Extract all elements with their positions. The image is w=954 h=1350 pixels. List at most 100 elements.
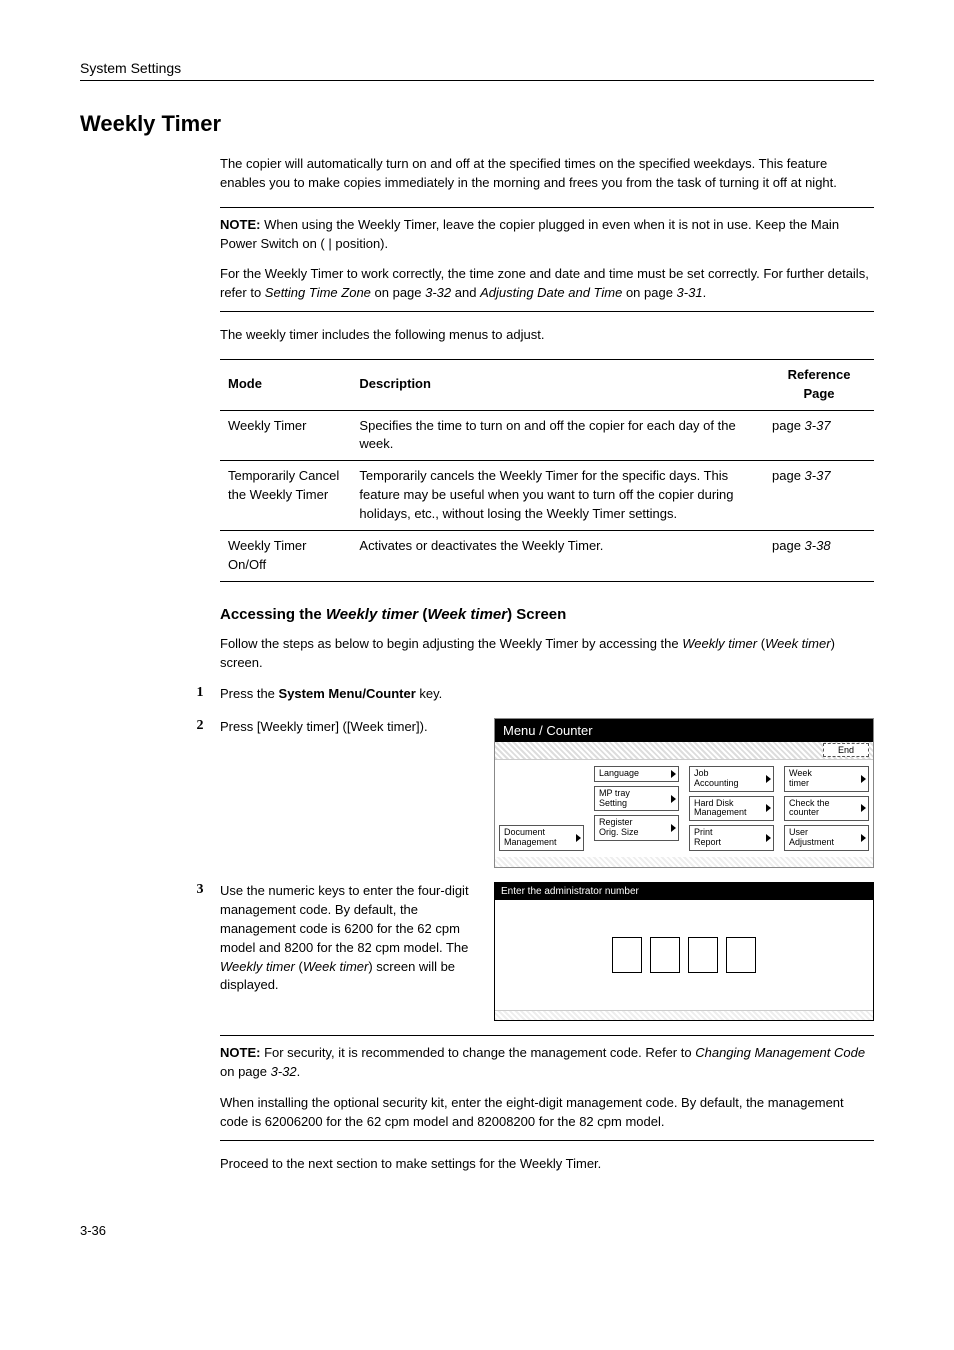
note2-p1i: Changing Management Code: [695, 1045, 865, 1060]
si-i2: Week timer: [765, 636, 831, 651]
sh-a: Accessing the: [220, 606, 326, 623]
ref-a: page: [772, 468, 805, 483]
intro-paragraph: The copier will automatically turn on an…: [220, 155, 874, 193]
si-b: (: [757, 636, 765, 651]
note2-p1a: For security, it is recommended to chang…: [260, 1045, 695, 1060]
section-header: System Settings: [80, 60, 874, 76]
sh-c: ) Screen: [507, 606, 566, 623]
s3-a: Use the numeric keys to enter the four-d…: [220, 883, 469, 955]
table-header-row: Mode Description Reference Page: [220, 359, 874, 410]
ref-a: page: [772, 538, 805, 553]
step-number-2: 2: [180, 718, 220, 734]
note-block-1: NOTE: When using the Weekly Timer, leave…: [220, 207, 874, 312]
sh-i1: Weekly timer: [326, 606, 418, 623]
td-ref: page 3-37: [764, 461, 874, 531]
admin-footer: [495, 1010, 873, 1020]
s1-c: key.: [416, 686, 443, 701]
sh-b: (: [418, 606, 427, 623]
admin-digit-box[interactable]: [726, 937, 756, 973]
note1-p2i1: Setting Time Zone: [265, 285, 371, 300]
td-ref: page 3-38: [764, 530, 874, 581]
admin-digit-box[interactable]: [650, 937, 680, 973]
menu-strip: End: [495, 742, 873, 760]
note1-p2c: and: [451, 285, 480, 300]
admin-body: [495, 900, 873, 1010]
settings-table: Mode Description Reference Page Weekly T…: [220, 359, 874, 582]
admin-panel-title: Enter the administrator number: [495, 883, 873, 900]
note2-p1: NOTE: For security, it is recommended to…: [220, 1044, 874, 1082]
menu-btn-user-adjustment[interactable]: UserAdjustment: [784, 825, 869, 851]
menu-btn-mp-tray[interactable]: MP traySetting: [594, 786, 679, 812]
note1-p2b: on page: [371, 285, 425, 300]
table-row: Weekly Timer On/Off Activates or deactiv…: [220, 530, 874, 581]
step-text-3: Use the numeric keys to enter the four-d…: [220, 882, 494, 995]
outro-paragraph: Proceed to the next section to make sett…: [220, 1155, 874, 1174]
page-number: 3-36: [80, 1223, 874, 1238]
sub-intro: Follow the steps as below to begin adjus…: [220, 635, 874, 673]
s3-b: (: [295, 959, 303, 974]
s1-b: System Menu/Counter: [279, 686, 416, 701]
ref-b: 3-37: [805, 418, 831, 433]
admin-number-panel: Enter the administrator number: [494, 882, 874, 1021]
ref-b: 3-38: [805, 538, 831, 553]
si-i1: Weekly timer: [682, 636, 757, 651]
header-rule: [80, 80, 874, 81]
td-desc: Temporarily cancels the Weekly Timer for…: [351, 461, 764, 531]
sub-heading: Accessing the Weekly timer (Week timer) …: [220, 604, 874, 626]
note2-p2: When installing the optional security ki…: [220, 1094, 874, 1132]
table-row: Temporarily Cancel the Weekly Timer Temp…: [220, 461, 874, 531]
menu-btn-language[interactable]: Language: [594, 766, 679, 782]
si-a: Follow the steps as below to begin adjus…: [220, 636, 682, 651]
admin-digit-box[interactable]: [688, 937, 718, 973]
th-mode: Mode: [220, 359, 351, 410]
table-intro: The weekly timer includes the following …: [220, 326, 874, 345]
th-ref: Reference Page: [764, 359, 874, 410]
ref-b: 3-37: [805, 468, 831, 483]
menu-btn-print-report[interactable]: PrintReport: [689, 825, 774, 851]
menu-btn-register-orig-size[interactable]: RegisterOrig. Size: [594, 815, 679, 841]
admin-digit-box[interactable]: [612, 937, 642, 973]
td-desc: Activates or deactivates the Weekly Time…: [351, 530, 764, 581]
menu-btn-check-counter[interactable]: Check thecounter: [784, 796, 869, 822]
note1-p2: For the Weekly Timer to work correctly, …: [220, 265, 874, 303]
note1-p2i4: 3-31: [677, 285, 703, 300]
s1-a: Press the: [220, 686, 279, 701]
note1-p2i2: 3-32: [425, 285, 451, 300]
menu-btn-job-accounting[interactable]: JobAccounting: [689, 766, 774, 792]
note1-p2d: on page: [622, 285, 676, 300]
note1-p2i3: Adjusting Date and Time: [480, 285, 622, 300]
menu-btn-week-timer[interactable]: Weektimer: [784, 766, 869, 792]
menu-btn-document-management[interactable]: DocumentManagement: [499, 825, 584, 851]
menu-counter-panel: Menu / Counter End DocumentManagement La…: [494, 718, 874, 868]
td-mode: Temporarily Cancel the Weekly Timer: [220, 461, 351, 531]
td-mode: Weekly Timer On/Off: [220, 530, 351, 581]
note1-p1: NOTE: When using the Weekly Timer, leave…: [220, 216, 874, 254]
step-number-3: 3: [180, 882, 220, 898]
menu-btn-hard-disk[interactable]: Hard DiskManagement: [689, 796, 774, 822]
note2-p1i2: 3-32: [271, 1064, 297, 1079]
menu-body: DocumentManagement Language MP traySetti…: [495, 760, 873, 857]
th-desc: Description: [351, 359, 764, 410]
note2-label: NOTE:: [220, 1045, 260, 1060]
step-number-1: 1: [180, 685, 220, 701]
td-ref: page 3-37: [764, 410, 874, 461]
ref-a: page: [772, 418, 805, 433]
s3-i1: Weekly timer: [220, 959, 295, 974]
note2-p1c: .: [297, 1064, 301, 1079]
table-row: Weekly Timer Specifies the time to turn …: [220, 410, 874, 461]
menu-footer: [495, 857, 873, 867]
sh-i2: Week timer: [427, 606, 507, 623]
step-text-1: Press the System Menu/Counter key.: [220, 685, 874, 704]
note-block-2: NOTE: For security, it is recommended to…: [220, 1035, 874, 1140]
td-mode: Weekly Timer: [220, 410, 351, 461]
menu-panel-title: Menu / Counter: [495, 719, 873, 742]
note2-p1b: on page: [220, 1064, 271, 1079]
step-text-2: Press [Weekly timer] ([Week timer]).: [220, 718, 494, 737]
note1-text: When using the Weekly Timer, leave the c…: [220, 217, 839, 251]
s3-i2: Week timer: [303, 959, 369, 974]
page-title: Weekly Timer: [80, 111, 874, 137]
td-desc: Specifies the time to turn on and off th…: [351, 410, 764, 461]
note-label: NOTE:: [220, 217, 260, 232]
note1-p2e: .: [703, 285, 707, 300]
end-button[interactable]: End: [823, 743, 869, 757]
